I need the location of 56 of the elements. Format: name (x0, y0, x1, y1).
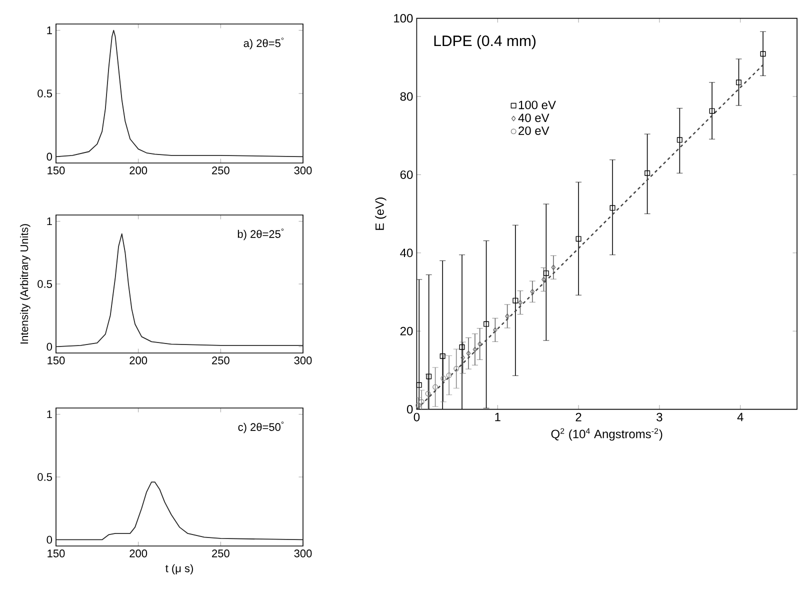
legend-label: 100 eV (518, 100, 556, 110)
y-tick-label: 40 (400, 248, 413, 258)
annotation: c) 2θ=50$^{°}$ (238, 422, 284, 434)
point (484, 321, 490, 327)
point (709, 108, 715, 114)
line-series (56, 482, 304, 540)
x-tick-label: 2 (576, 412, 582, 422)
y-tick-label: 0 (46, 536, 52, 544)
y-tick-label: 1 (47, 217, 52, 226)
y-tick-label: 20 (400, 326, 413, 336)
point (676, 137, 682, 143)
y-axis-title: Intensity (Arbitrary Units) (20, 224, 30, 344)
x-tick-label: 150 (48, 166, 65, 174)
point (459, 344, 465, 350)
x-tick-label: 150 (48, 550, 65, 558)
annotation: LDPE (0.4 mm) (434, 35, 536, 50)
y-tick-label: 100 (394, 14, 413, 23)
y-tick-label: 0 (46, 152, 52, 161)
x-axis-title: Q$^{2}$ (10$^{4}$ Angstroms$^{-2}$) (551, 428, 662, 441)
x-tick-label: 300 (294, 550, 312, 558)
y-tick-label: 0 (46, 342, 52, 351)
x-tick-label: 250 (212, 550, 230, 558)
x-tick-label: 1 (495, 412, 500, 422)
point (610, 205, 616, 211)
point (644, 170, 650, 176)
x-tick-label: 150 (48, 356, 65, 364)
x-tick-label: 300 (294, 166, 312, 174)
y-tick-label: 0.5 (38, 280, 52, 288)
x-tick-label: 250 (212, 356, 230, 364)
y-tick-label: 0.5 (38, 473, 52, 481)
x-tick-label: 300 (294, 356, 312, 364)
y-tick-label: 0.5 (38, 90, 52, 98)
y-tick-label: 0 (406, 405, 413, 414)
legend-label: 20 eV (518, 126, 550, 135)
x-tick-label: 250 (212, 166, 230, 174)
point (416, 382, 422, 388)
point (736, 80, 742, 86)
y-tick-label: 60 (400, 170, 413, 179)
x-tick-label: 200 (130, 356, 148, 364)
x-tick-label: 4 (737, 412, 744, 422)
point (543, 270, 549, 276)
y-tick-label: 80 (400, 92, 413, 101)
legend-label: 40 eV (518, 114, 550, 122)
point (426, 374, 432, 380)
y-tick-label: 1 (47, 26, 52, 34)
x-tick-label: 200 (130, 166, 148, 174)
point (512, 298, 518, 304)
y-axis-title: E (eV) (375, 198, 386, 230)
point (576, 236, 582, 242)
annotation: a) 2θ=5$^{°}$ (244, 38, 284, 50)
x-tick-label: 3 (656, 412, 662, 422)
annotation: b) 2θ=25$^{°}$ (238, 228, 284, 240)
x-tick-label: 0 (414, 412, 420, 422)
x-tick-label: 200 (130, 550, 148, 558)
x-axis-title: t (μ s) (166, 564, 193, 574)
point (760, 51, 766, 57)
